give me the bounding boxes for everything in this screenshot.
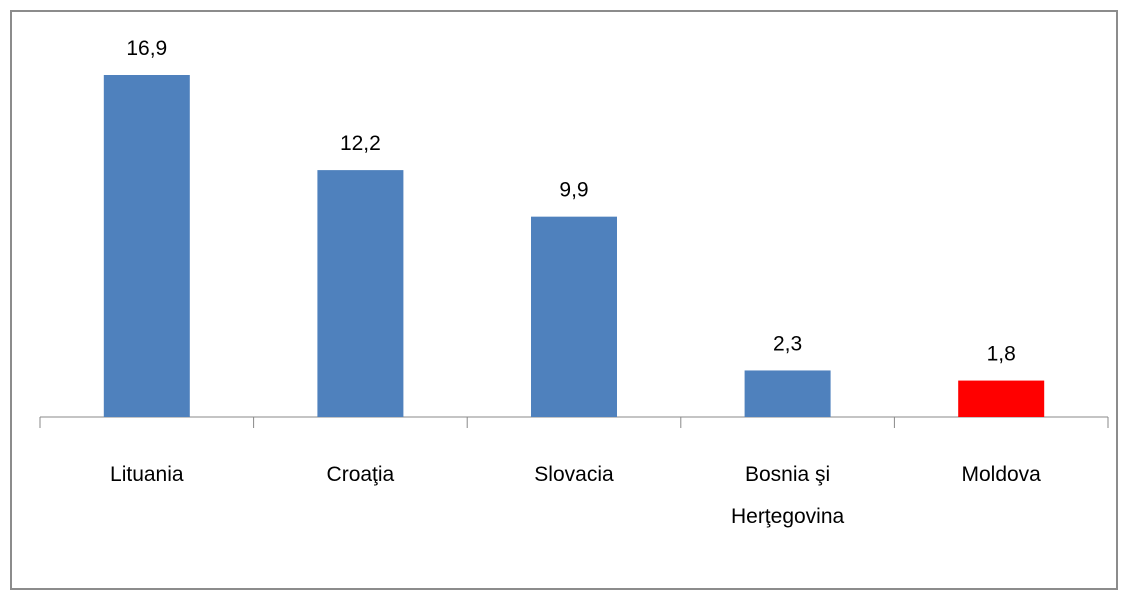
x-tick-label: Slovacia: [534, 463, 614, 486]
bar: [744, 370, 831, 417]
chart: 16,9 12,2 9,9 2,3 1,8: [39, 37, 1109, 428]
data-label: 1,8: [987, 343, 1016, 366]
data-label: 16,9: [126, 37, 167, 60]
x-tick-label: Bosnia şi Herţegovina: [730, 463, 845, 528]
data-label: 12,2: [340, 132, 381, 155]
x-tick-label: Lituania: [110, 463, 184, 486]
x-tick-label: Croaţia: [326, 463, 395, 486]
page: 16,912,29,92,31,8 (() => { const data = …: [10, 10, 1118, 590]
data-label: 9,9: [559, 179, 588, 202]
bar: [317, 170, 404, 417]
bar: [531, 216, 617, 417]
x-tick-label: Moldova: [961, 463, 1041, 486]
bar: [958, 380, 1045, 417]
bar: [103, 75, 190, 417]
data-label: 2,3: [773, 332, 802, 355]
